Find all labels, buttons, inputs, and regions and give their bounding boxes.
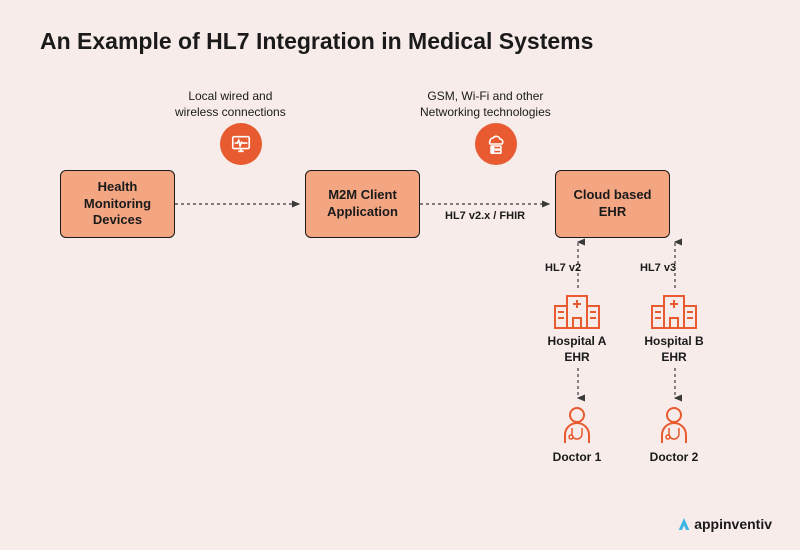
edge-label-hl7-fhir: HL7 v2.x / FHIR	[445, 210, 525, 222]
node-cloud-based-ehr: Cloud basedEHR	[555, 170, 670, 238]
connector-hospital-b-to-doctor-2	[671, 368, 681, 404]
connection-label-local: Local wired andwireless connections	[175, 88, 286, 120]
connection-label-networking: GSM, Wi-Fi and otherNetworking technolog…	[420, 88, 551, 120]
hospital-a-icon	[553, 290, 601, 330]
doctor-2-label: Doctor 2	[639, 450, 709, 464]
brand-mark-icon	[676, 516, 692, 532]
connector-hospital-a-to-doctor-1	[574, 368, 584, 404]
hospital-b-label: Hospital BEHR	[634, 334, 714, 365]
connector-m2m-to-cloud	[420, 200, 555, 210]
node-m2m-client-application: M2M ClientApplication	[305, 170, 420, 238]
connector-devices-to-m2m	[175, 200, 305, 210]
doctor-1-label: Doctor 1	[542, 450, 612, 464]
brand-name: appinventiv	[694, 516, 772, 532]
node-health-monitoring-devices: HealthMonitoringDevices	[60, 170, 175, 238]
connector-hospital-a-to-cloud	[574, 238, 584, 290]
doctor-1-icon	[559, 405, 595, 445]
hospital-a-label: Hospital AEHR	[537, 334, 617, 365]
doctor-2-icon	[656, 405, 692, 445]
cloud-server-icon	[475, 123, 517, 165]
page-title: An Example of HL7 Integration in Medical…	[40, 28, 593, 55]
connector-hospital-b-to-cloud	[671, 238, 681, 290]
hospital-b-icon	[650, 290, 698, 330]
monitor-icon	[220, 123, 262, 165]
brand-logo: appinventiv	[676, 516, 772, 532]
